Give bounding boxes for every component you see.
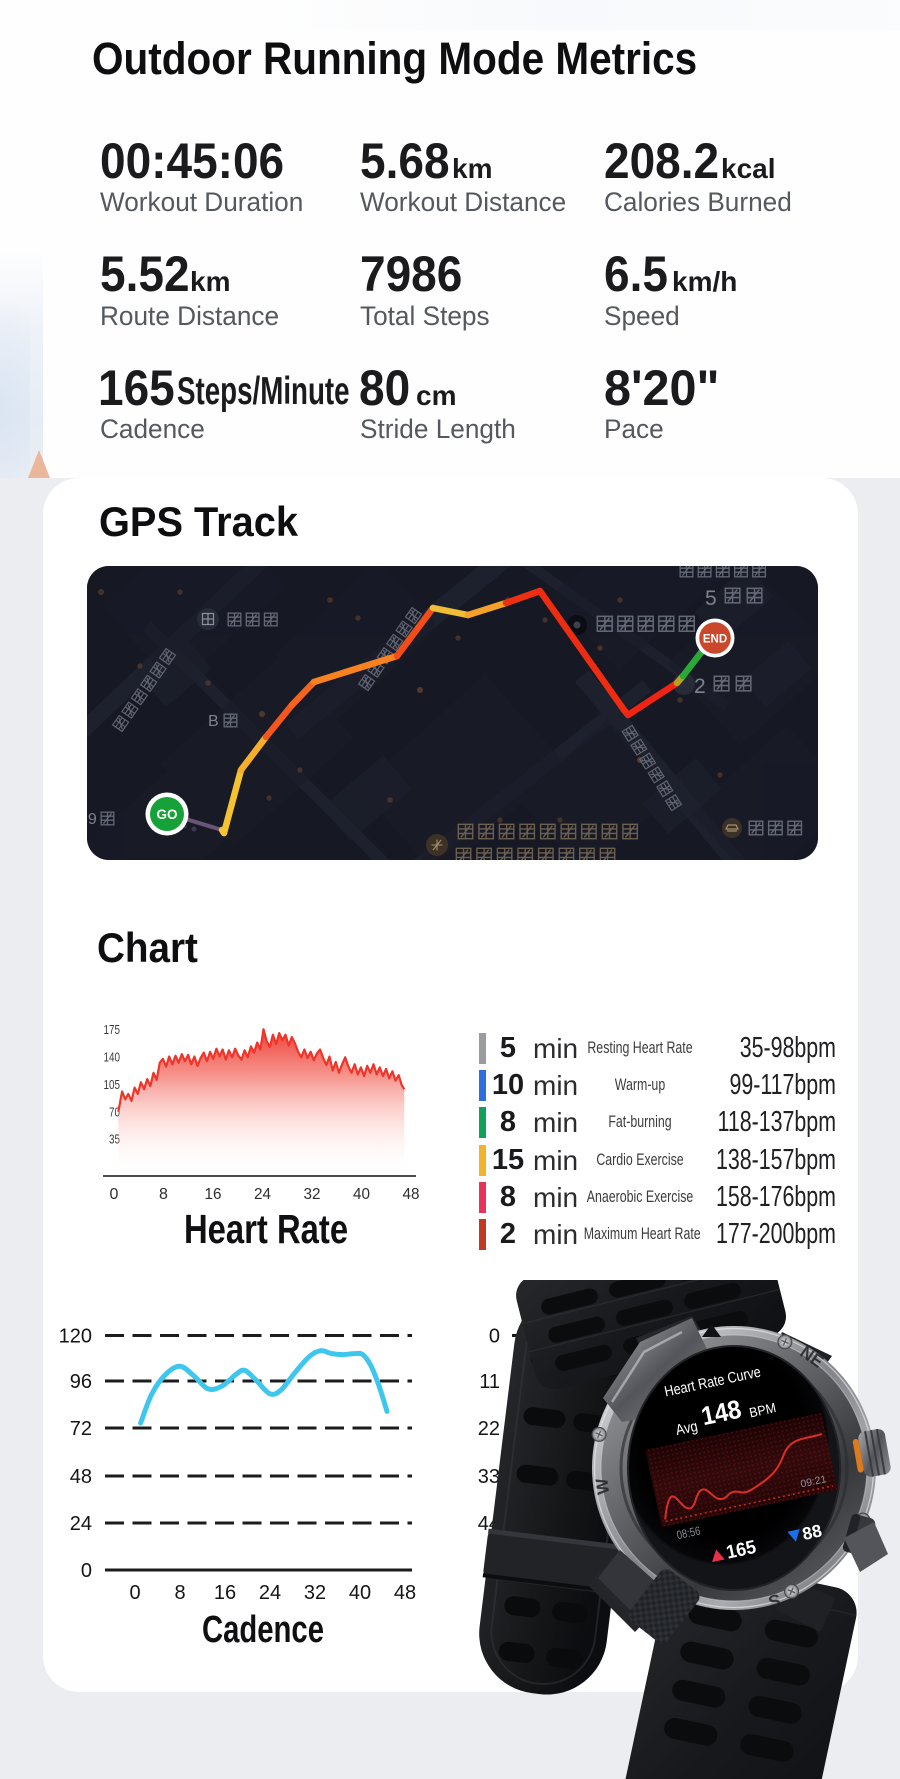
svg-text:33: 33 <box>478 1466 500 1488</box>
svg-text:16: 16 <box>205 1186 222 1203</box>
svg-text:08:56: 08:56 <box>675 1523 702 1542</box>
svg-text:22: 22 <box>478 1418 500 1440</box>
svg-text:175: 175 <box>104 1022 121 1037</box>
svg-text:W: W <box>592 1476 613 1495</box>
svg-text:B: B <box>208 713 219 730</box>
svg-text:0: 0 <box>489 1326 500 1348</box>
svg-text:70: 70 <box>109 1105 120 1120</box>
svg-text:GO: GO <box>156 807 177 822</box>
svg-text:5: 5 <box>705 587 717 610</box>
svg-text:24: 24 <box>254 1186 271 1203</box>
svg-text:72: 72 <box>70 1418 92 1440</box>
svg-text:BPM: BPM <box>748 1400 778 1420</box>
svg-text:32: 32 <box>304 1582 326 1604</box>
svg-text:140: 140 <box>104 1050 121 1065</box>
svg-text:S: S <box>766 1590 782 1611</box>
svg-text:40: 40 <box>353 1186 370 1203</box>
svg-text:8: 8 <box>159 1186 168 1203</box>
svg-text:35: 35 <box>109 1132 120 1147</box>
svg-text:2: 2 <box>694 675 706 698</box>
svg-text:END: END <box>703 634 727 646</box>
svg-text:48: 48 <box>394 1582 416 1604</box>
svg-text:120: 120 <box>59 1326 92 1348</box>
svg-text:39: 39 <box>87 811 97 828</box>
svg-text:105: 105 <box>104 1077 121 1092</box>
svg-text:09:21: 09:21 <box>799 1473 827 1490</box>
svg-text:40: 40 <box>349 1582 371 1604</box>
svg-text:16: 16 <box>214 1582 236 1604</box>
svg-text:32: 32 <box>304 1186 321 1203</box>
svg-text:96: 96 <box>70 1371 92 1393</box>
svg-text:48: 48 <box>70 1466 92 1488</box>
svg-text:0: 0 <box>81 1560 92 1582</box>
svg-text:0: 0 <box>129 1582 140 1604</box>
svg-text:48: 48 <box>403 1186 420 1203</box>
svg-text:11: 11 <box>479 1371 500 1393</box>
svg-text:24: 24 <box>259 1582 281 1604</box>
svg-text:8: 8 <box>174 1582 185 1604</box>
svg-text:24: 24 <box>70 1513 92 1535</box>
svg-text:88: 88 <box>800 1520 823 1544</box>
svg-text:Avg: Avg <box>674 1418 699 1439</box>
svg-text:0: 0 <box>110 1186 119 1203</box>
